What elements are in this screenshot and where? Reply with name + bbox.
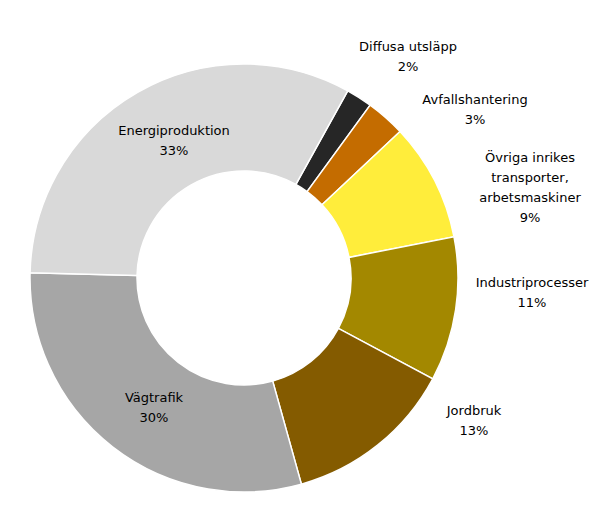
- data-label: 3%: [465, 112, 486, 127]
- slice-label-line: Vägtrafik: [125, 390, 184, 405]
- slice-label: Vägtrafik: [125, 390, 184, 405]
- slice-label-line: transporter,: [491, 170, 569, 185]
- slices: [30, 64, 458, 492]
- data-label: 9%: [520, 210, 541, 225]
- data-label: 13%: [460, 423, 489, 438]
- data-label: 30%: [140, 410, 169, 425]
- slice-label: Övriga inrikes transporter, arbetsmaskiner: [479, 149, 581, 205]
- slice-label-line: Diffusa utsläpp: [359, 39, 457, 54]
- slice-label: Energiproduktion: [118, 123, 230, 138]
- slice-label-line: Energiproduktion: [118, 123, 230, 138]
- slice-label-line: Jordbruk: [446, 403, 502, 418]
- slice: [322, 132, 454, 258]
- slice-label: Jordbruk: [446, 403, 502, 418]
- labels: Diffusa utsläpp 2% Avfallshantering 3% Övrig…: [118, 39, 589, 438]
- slice: [30, 273, 301, 492]
- slice: [273, 328, 433, 484]
- slice-label: Diffusa utsläpp: [359, 39, 457, 54]
- slice: [30, 64, 348, 275]
- data-label: 2%: [398, 59, 419, 74]
- slice-label: Avfallshantering: [422, 92, 527, 107]
- slice-label: Industriprocesser: [476, 275, 589, 290]
- data-label: 33%: [160, 143, 189, 158]
- slice-label-line: Avfallshantering: [422, 92, 527, 107]
- slice-label-line: arbetsmaskiner: [479, 190, 581, 205]
- data-label: 11%: [518, 295, 547, 310]
- slice-label-line: Industriprocesser: [476, 275, 589, 290]
- slice-label-line: Övriga inrikes: [485, 149, 575, 165]
- chart: Diffusa utsläpp 2% Avfallshantering 3% Övrig…: [0, 0, 613, 529]
